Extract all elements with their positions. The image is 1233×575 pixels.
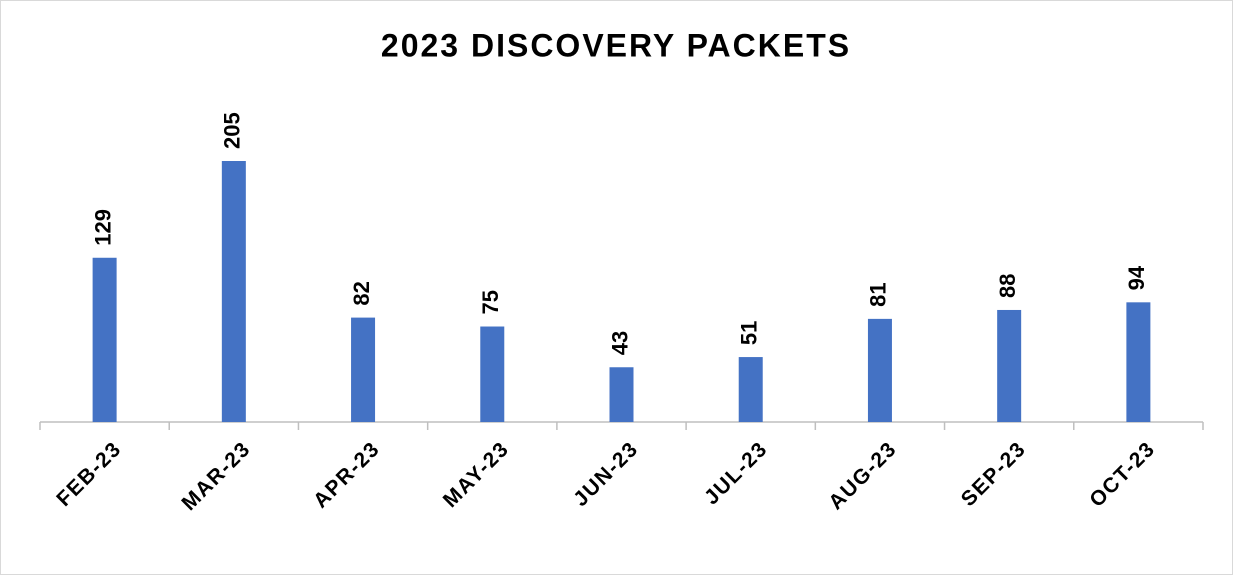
data-label: 94 bbox=[1124, 265, 1149, 290]
bar bbox=[480, 326, 505, 422]
bar bbox=[351, 317, 376, 422]
data-label: 205 bbox=[220, 112, 245, 149]
bar bbox=[609, 367, 634, 422]
bar bbox=[738, 357, 763, 422]
data-label: 88 bbox=[995, 273, 1020, 297]
bar bbox=[221, 161, 246, 422]
data-label: 81 bbox=[866, 282, 891, 306]
data-label: 129 bbox=[90, 209, 115, 246]
data-label: 82 bbox=[349, 281, 374, 305]
chart-title: 2023 DISCOVERY PACKETS bbox=[381, 27, 851, 63]
data-label: 51 bbox=[737, 321, 762, 345]
data-label: 43 bbox=[607, 331, 632, 355]
data-label: 75 bbox=[478, 290, 503, 314]
bar bbox=[92, 257, 117, 422]
bar bbox=[997, 309, 1022, 422]
bar bbox=[1126, 302, 1151, 422]
bar bbox=[867, 318, 892, 422]
